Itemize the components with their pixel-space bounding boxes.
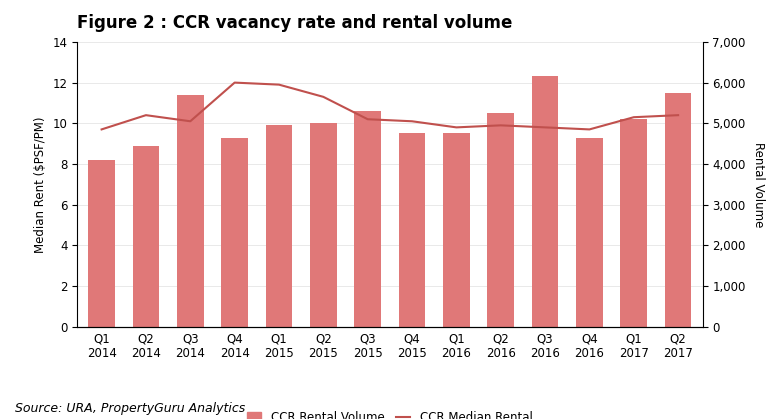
Bar xyxy=(266,125,293,327)
Bar xyxy=(487,113,514,327)
Legend: CCR Rental Volume, CCR Median Rental: CCR Rental Volume, CCR Median Rental xyxy=(242,407,537,419)
Bar xyxy=(354,111,381,327)
Bar xyxy=(88,160,115,327)
Text: Source: URA, PropertyGuru Analytics: Source: URA, PropertyGuru Analytics xyxy=(15,402,245,415)
Text: Figure 2 : CCR vacancy rate and rental volume: Figure 2 : CCR vacancy rate and rental v… xyxy=(77,14,513,32)
Y-axis label: Rental Volume: Rental Volume xyxy=(752,142,765,227)
Bar xyxy=(532,77,558,327)
Bar xyxy=(177,95,204,327)
Bar xyxy=(133,146,159,327)
Bar xyxy=(310,123,337,327)
Bar xyxy=(398,134,425,327)
Bar xyxy=(443,134,469,327)
Bar xyxy=(665,93,692,327)
Y-axis label: Median Rent ($PSF/PM): Median Rent ($PSF/PM) xyxy=(34,116,47,253)
Bar xyxy=(621,119,647,327)
Bar xyxy=(576,137,603,327)
Bar xyxy=(222,137,248,327)
